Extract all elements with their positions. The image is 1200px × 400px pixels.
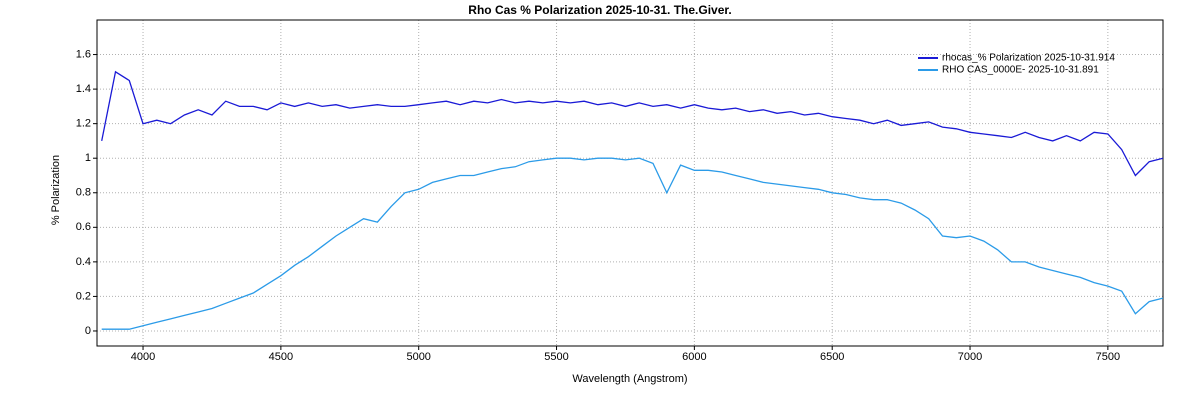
y-tick-label: 0 — [85, 325, 91, 337]
chart-title: Rho Cas % Polarization 2025-10-31. The.G… — [468, 3, 731, 17]
y-axis-label: % Polarization — [50, 155, 62, 225]
series-line — [101, 157, 1164, 330]
x-tick-label: 4500 — [269, 351, 293, 363]
x-tick-label: 5500 — [544, 351, 568, 363]
y-tick-label: 1 — [85, 152, 91, 164]
plot-frame — [96, 19, 1164, 347]
x-tick-label: 6500 — [820, 351, 844, 363]
legend-label: rhocas_% Polarization 2025-10-31.914 — [942, 53, 1115, 64]
x-tick-label: 6000 — [682, 351, 706, 363]
legend-label: RHO CAS_0000E- 2025-10-31.891 — [942, 65, 1099, 76]
y-tick-label: 1.6 — [76, 48, 91, 60]
y-tick-label: 0.6 — [76, 221, 91, 233]
x-tick-label: 4000 — [131, 351, 155, 363]
x-tick-label: 7000 — [958, 351, 982, 363]
y-tick-label: 0.4 — [76, 256, 91, 268]
x-axis-label: Wavelength (Angstrom) — [572, 373, 687, 385]
x-tick-label: 5000 — [406, 351, 430, 363]
y-tick-label: 1.4 — [76, 83, 91, 95]
y-tick-label: 1.2 — [76, 118, 91, 130]
y-tick-label: 0.2 — [76, 290, 91, 302]
y-tick-label: 0.8 — [76, 187, 91, 199]
x-tick-label: 7500 — [1096, 351, 1120, 363]
series-line — [101, 70, 1164, 177]
